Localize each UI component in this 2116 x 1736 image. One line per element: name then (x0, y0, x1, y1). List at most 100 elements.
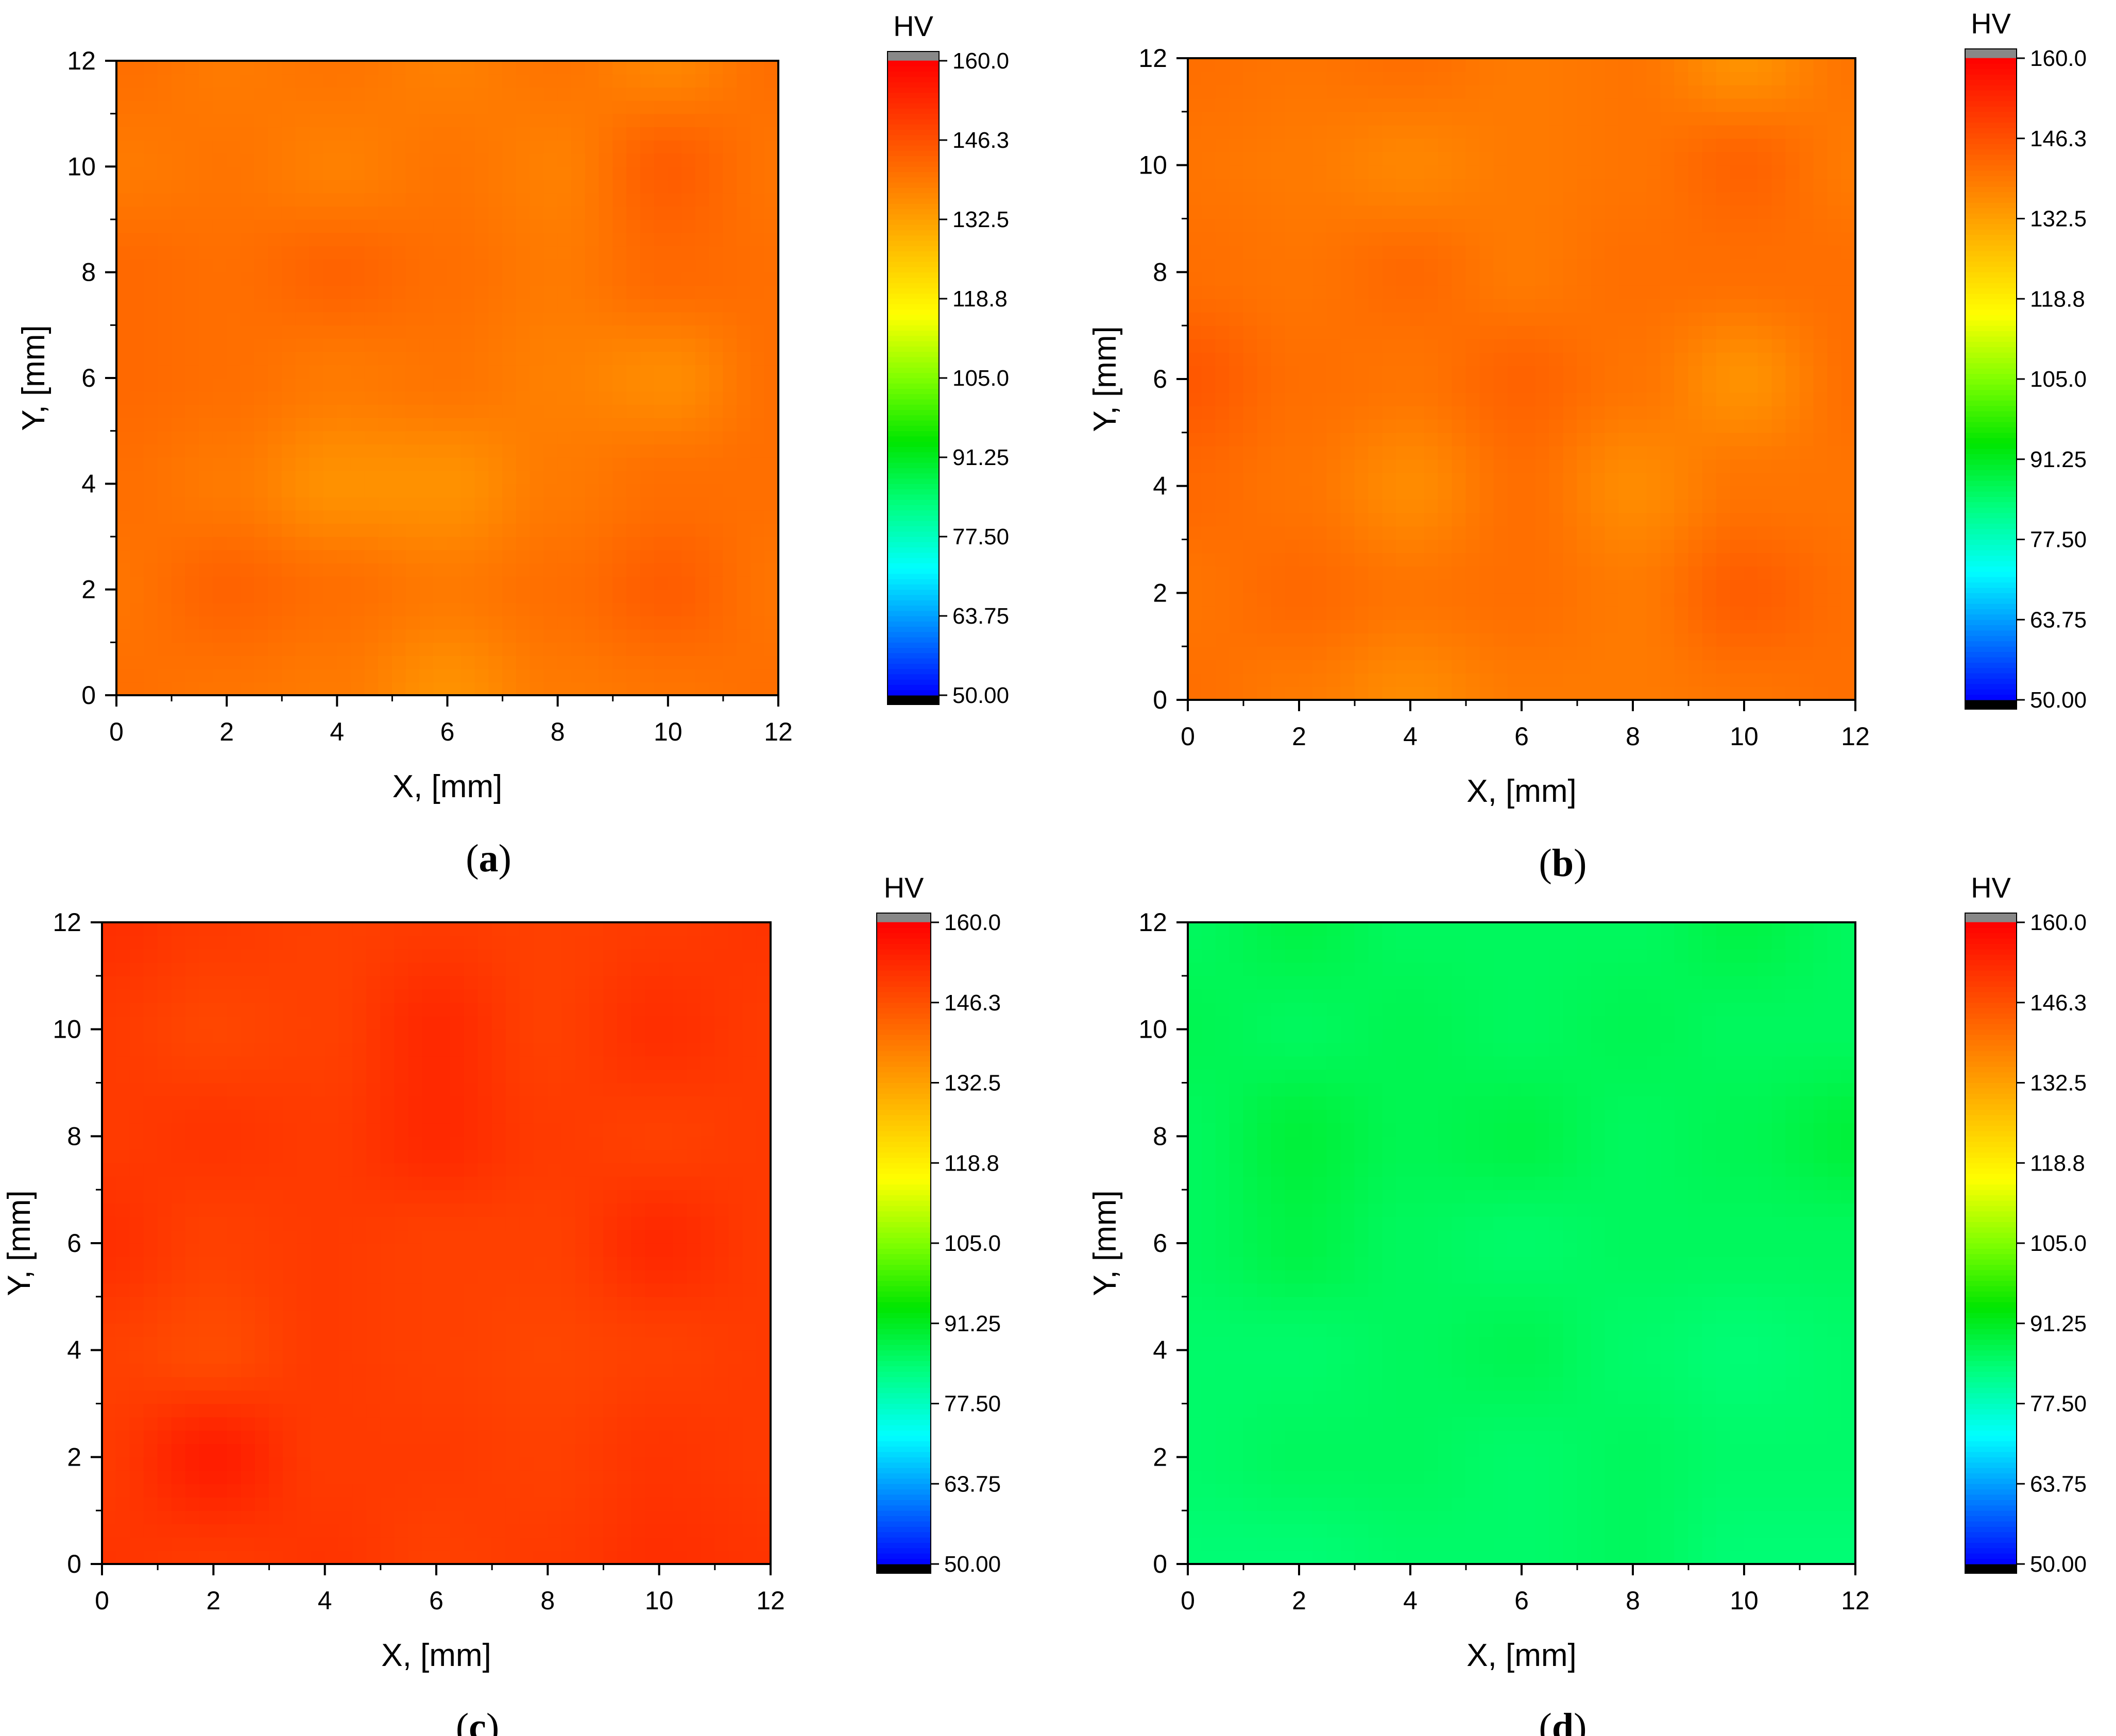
heatmap-cell (226, 457, 241, 471)
heatmap-cell (723, 351, 738, 366)
heatmap-cell (1410, 111, 1425, 126)
heatmap-cell (557, 496, 572, 511)
heatmap-cell (1827, 526, 1842, 540)
heatmap-cell (1465, 606, 1480, 620)
heatmap-cell (709, 404, 724, 418)
heatmap-cell (212, 391, 227, 405)
heatmap-cell (1410, 579, 1425, 594)
heatmap-cell (1577, 285, 1592, 299)
heatmap-cell (1368, 512, 1383, 527)
colorbar-step (1965, 416, 2017, 422)
heatmap-cell (1813, 111, 1828, 126)
heatmap-cell (709, 74, 724, 88)
heatmap-cell (419, 431, 434, 445)
heatmap-cell (144, 193, 159, 207)
heatmap-cell (1771, 445, 1786, 460)
heatmap-cell (626, 245, 641, 260)
heatmap-field (102, 922, 771, 1564)
heatmap-cell (488, 431, 503, 445)
heatmap-cell (1605, 565, 1619, 580)
heatmap-cell (668, 681, 682, 695)
heatmap-cell (1813, 539, 1828, 554)
heatmap-cell (240, 496, 255, 511)
heatmap-cell (1535, 539, 1550, 554)
heatmap-cell (144, 629, 159, 643)
heatmap-cell (1744, 205, 1759, 219)
heatmap-cell (1813, 151, 1828, 166)
heatmap-cell (764, 536, 778, 551)
heatmap-cell (557, 179, 572, 194)
heatmap-cell (1605, 98, 1619, 112)
heatmap-cell (764, 377, 778, 392)
colorbar-step (1965, 352, 2017, 358)
heatmap-cell (488, 272, 503, 286)
heatmap-cell (1674, 98, 1689, 112)
heatmap-cell (654, 179, 669, 194)
heatmap-cell (557, 312, 572, 326)
heatmap-cell (1493, 472, 1508, 487)
heatmap-cell (585, 457, 600, 471)
heatmap-cell (391, 589, 406, 604)
colorbar-step (1965, 122, 2017, 128)
heatmap-cell (419, 179, 434, 194)
heatmap-cell (1591, 205, 1606, 219)
heatmap-cell (1549, 231, 1564, 246)
heatmap-cell (1493, 486, 1508, 500)
heatmap-cell (1410, 486, 1425, 500)
heatmap-cell (281, 510, 296, 524)
heatmap-cell (1215, 71, 1230, 85)
heatmap-cell (116, 205, 131, 220)
heatmap-cell (254, 245, 269, 260)
heatmap-cell (1785, 325, 1800, 339)
heatmap-cell (1229, 352, 1244, 366)
heatmap-cell (737, 549, 752, 564)
colorbar-step (888, 520, 939, 526)
heatmap-cell (516, 549, 531, 564)
heatmap-cell (130, 404, 145, 418)
heatmap-cell (1424, 565, 1439, 580)
heatmap-cell (405, 364, 420, 379)
heatmap-cell (1591, 565, 1606, 580)
heatmap-cell (1632, 472, 1647, 487)
heatmap-cell (1660, 285, 1675, 299)
heatmap-cell (640, 668, 655, 683)
heatmap-cell (681, 74, 696, 88)
heatmap-cell (750, 562, 765, 577)
heatmap-cell (557, 668, 572, 683)
heatmap-cell (723, 205, 738, 220)
heatmap-cell (1563, 646, 1578, 660)
heatmap-cell (1438, 659, 1453, 674)
heatmap-cell (1465, 579, 1480, 594)
colorbar-step (888, 187, 939, 194)
heatmap-cell (1424, 472, 1439, 487)
heatmap-cell (295, 668, 310, 683)
colorbar-step (888, 145, 939, 151)
heatmap-cell (1632, 352, 1647, 366)
heatmap-cell (1827, 512, 1842, 527)
heatmap-cell (171, 523, 186, 537)
heatmap-cell (1452, 365, 1466, 380)
heatmap-cell (364, 338, 379, 352)
heatmap-cell (1716, 659, 1731, 674)
heatmap-cell (1535, 312, 1550, 326)
heatmap-cell (378, 219, 393, 233)
heatmap-cell (1312, 192, 1327, 206)
heatmap-cell (1382, 512, 1397, 527)
heatmap-cell (654, 259, 669, 273)
heatmap-cell (1299, 512, 1313, 527)
heatmap-cell (1577, 125, 1592, 139)
heatmap-cell (350, 298, 365, 313)
heatmap-cell (144, 576, 159, 590)
heatmap-cell (750, 523, 765, 537)
colorbar-step (1965, 58, 2017, 64)
heatmap-cell (1827, 659, 1842, 674)
heatmap-cell (350, 589, 365, 604)
heatmap-cell (612, 457, 627, 471)
heatmap-cell (364, 615, 379, 630)
heatmap-cell (419, 364, 434, 379)
heatmap-cell (267, 245, 282, 260)
heatmap-cell (668, 668, 682, 683)
heatmap-cell (1507, 312, 1522, 326)
heatmap-cell (185, 232, 200, 247)
heatmap-cell (295, 536, 310, 551)
